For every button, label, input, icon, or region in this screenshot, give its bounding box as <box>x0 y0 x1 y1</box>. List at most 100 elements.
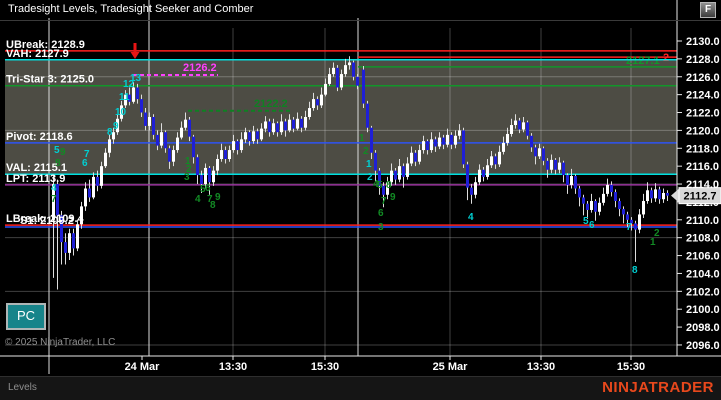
candle-body <box>324 83 327 95</box>
candle-body <box>184 119 187 128</box>
candle-body <box>410 152 413 164</box>
comber-count: 9 <box>60 147 66 158</box>
level-label-vah: VAH: 2127.9 <box>6 48 69 60</box>
candle-body <box>260 128 263 140</box>
seeker-count: 5 <box>583 216 589 227</box>
chart-title: Tradesight Levels, Tradesight Seeker and… <box>8 3 254 15</box>
seeker-count: 8 <box>632 265 638 276</box>
candle-body <box>414 152 417 162</box>
candle-body <box>610 184 613 193</box>
candle-body <box>658 189 661 200</box>
candle-body <box>216 159 219 171</box>
candle-body <box>590 201 593 210</box>
candle-body <box>300 118 303 128</box>
candle-body <box>80 206 83 225</box>
candle-body <box>140 99 143 113</box>
candle-body <box>598 202 601 212</box>
candle-body <box>88 188 91 198</box>
seeker-count: 4 <box>51 183 57 194</box>
candle-body <box>76 224 79 249</box>
price-tick-label: 2100.0 <box>686 304 720 316</box>
candle-body <box>426 141 429 151</box>
last-price-box <box>678 187 721 205</box>
candle-body <box>438 137 441 147</box>
candle-body <box>276 123 279 133</box>
candle-body <box>340 74 343 88</box>
price-tick-label: 2096.0 <box>686 340 720 352</box>
candle-body <box>666 192 669 196</box>
seeker-count: 8 <box>107 127 113 138</box>
candle-body <box>494 156 497 165</box>
candle-body <box>148 116 151 126</box>
candle-body <box>478 169 481 183</box>
price-tick-label: 2126.0 <box>686 72 720 84</box>
time-tick-label: 24 Mar <box>125 361 161 373</box>
candle-body <box>578 188 581 198</box>
ninjatrader-logo: NINJATRADER <box>602 379 714 396</box>
level-label-tristar3: Tri-Star 3: 2125.0 <box>6 74 94 86</box>
comber-count: 2 <box>363 146 369 157</box>
candle-body <box>570 175 573 185</box>
candle-body <box>654 189 657 199</box>
candle-body <box>642 201 645 215</box>
candle-body <box>188 119 191 137</box>
price-tick-label: 2124.0 <box>686 90 720 102</box>
comber-count: 3 <box>184 172 190 183</box>
candle-body <box>176 137 179 151</box>
candle-body <box>220 150 223 160</box>
comber-count: 4 <box>373 179 379 190</box>
comber-count: 8 <box>55 158 61 169</box>
candle-body <box>518 120 521 130</box>
candle-body <box>56 184 59 216</box>
candle-body <box>356 76 359 86</box>
pc-button[interactable]: PC <box>6 303 46 330</box>
price-tick-label: 2102.0 <box>686 286 720 298</box>
price-axis[interactable] <box>677 40 682 346</box>
level-label-lbreak: LBreak: 2109.4 <box>6 213 85 225</box>
candle-body <box>462 130 465 165</box>
dashed-level-label: 2122.2 <box>254 98 288 110</box>
candle-body <box>232 141 235 151</box>
candle-body <box>530 135 533 148</box>
candle-body <box>502 142 505 152</box>
time-tick-label: 13:30 <box>219 361 247 373</box>
candle-body <box>394 170 397 180</box>
candle-body <box>550 159 553 170</box>
price-tick-label: 2106.0 <box>686 251 720 263</box>
tab-levels[interactable]: Levels <box>8 382 37 393</box>
level-label-lpt: LPT: 2113.9 <box>6 173 65 185</box>
candle-body <box>446 134 449 145</box>
candle-body <box>370 127 373 153</box>
candle-body <box>418 150 421 162</box>
down-arrow-icon <box>130 52 140 59</box>
seeker-count: 10 <box>115 107 127 118</box>
candle-body <box>212 170 215 183</box>
candle-body <box>52 184 55 220</box>
partial-level-label: 2127.1 <box>626 55 660 67</box>
candle-body <box>614 192 617 202</box>
candle-body <box>450 134 453 145</box>
candle-body <box>366 103 369 128</box>
candle-body <box>514 120 517 126</box>
candle-body <box>156 134 159 146</box>
candle-body <box>240 139 243 151</box>
candle-body <box>200 175 203 185</box>
time-tick-label: 15:30 <box>617 361 645 373</box>
candle-body <box>252 131 255 142</box>
candle-body <box>104 152 107 167</box>
candle-body <box>602 193 605 203</box>
comber-count: 8 <box>386 180 392 191</box>
favorites-button[interactable]: F <box>700 2 716 18</box>
candle-body <box>296 118 299 129</box>
level-label-pivot: Pivot: 2118.6 <box>6 131 73 143</box>
candle-body <box>348 62 351 66</box>
candle-body <box>486 165 489 177</box>
candle-body <box>398 166 401 180</box>
price-tick-label: 2116.0 <box>686 161 719 173</box>
comber-count: 8 <box>210 200 216 211</box>
candle-body <box>168 148 171 162</box>
comber-count: 1 <box>650 237 656 248</box>
candle-body <box>626 214 629 220</box>
candle-body <box>320 94 323 106</box>
